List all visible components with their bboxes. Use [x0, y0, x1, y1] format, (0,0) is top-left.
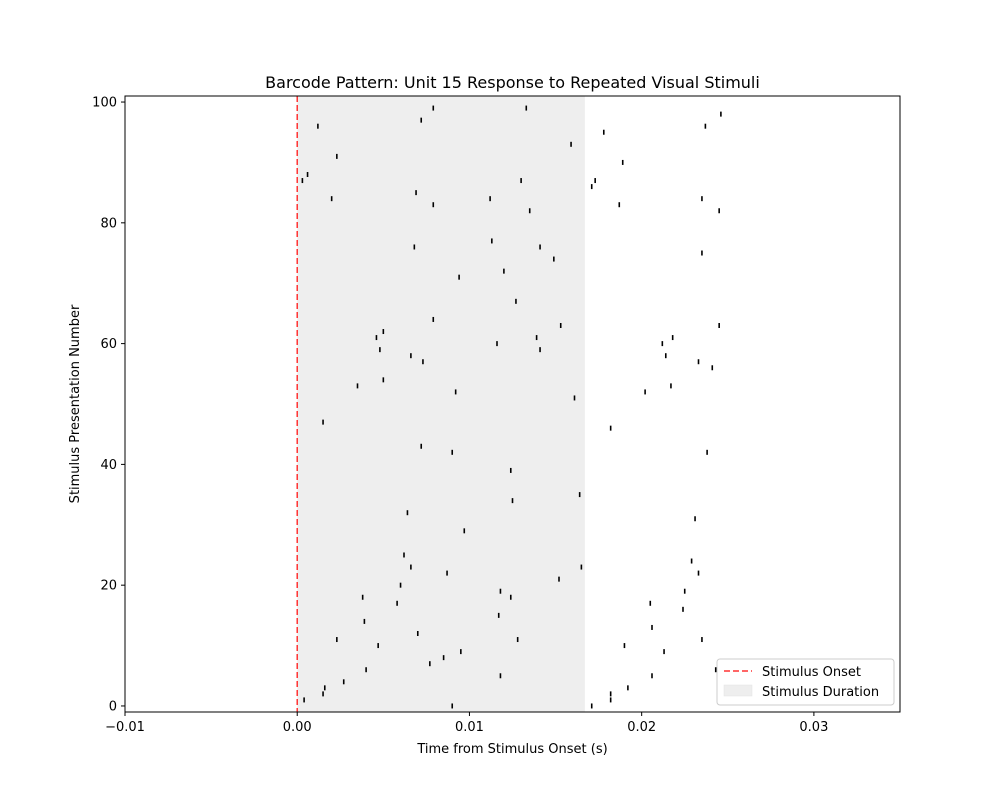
- chart-title: Barcode Pattern: Unit 15 Response to Rep…: [265, 73, 760, 92]
- x-tick-label: −0.01: [105, 720, 145, 735]
- legend: Stimulus Onset Stimulus Duration: [716, 658, 895, 706]
- x-axis-ticks: −0.01 0.00 0.01 0.02 0.03: [105, 712, 828, 735]
- plot-area: [296, 96, 722, 712]
- legend-duration-swatch: [723, 684, 753, 697]
- x-tick-label: 0.03: [799, 720, 828, 735]
- y-tick-label: 80: [100, 216, 117, 231]
- y-tick-label: 0: [109, 699, 117, 714]
- x-tick-label: 0.02: [627, 720, 656, 735]
- legend-onset-label: Stimulus Onset: [762, 665, 861, 680]
- y-tick-label: 60: [100, 337, 117, 352]
- y-tick-label: 40: [100, 458, 117, 473]
- y-tick-label: 20: [100, 579, 117, 594]
- x-tick-label: 0.00: [283, 720, 312, 735]
- axes-frame: [124, 95, 901, 713]
- y-axis-label: Stimulus Presentation Number: [68, 304, 83, 503]
- x-tick-label: 0.01: [455, 720, 484, 735]
- legend-duration-label: Stimulus Duration: [762, 685, 879, 700]
- x-axis-label: Time from Stimulus Onset (s): [416, 742, 607, 757]
- y-axis-ticks: 0 20 40 60 80 100: [92, 96, 125, 714]
- y-tick-label: 100: [92, 96, 117, 111]
- legend-box: [716, 658, 895, 706]
- stimulus-duration-span: [297, 96, 585, 712]
